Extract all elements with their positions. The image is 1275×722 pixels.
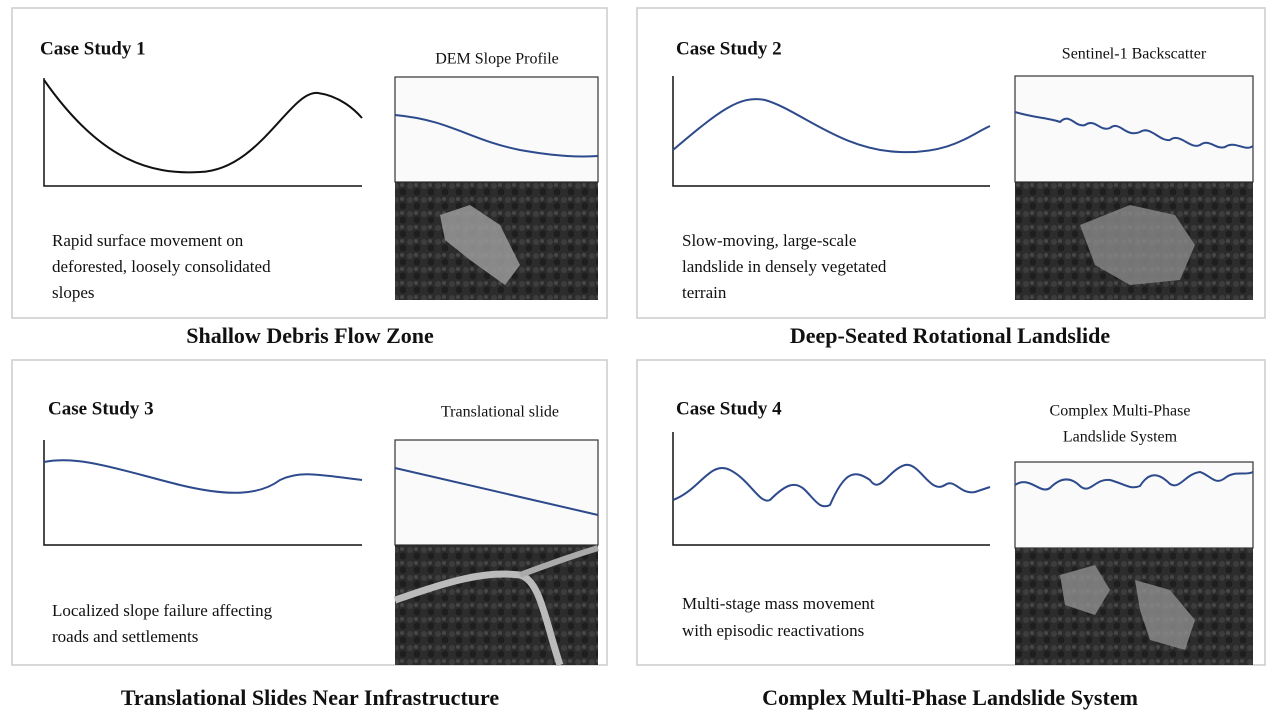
panel-title: Case Study 1 [40,38,146,59]
satellite-image [395,545,598,665]
profile-curve [43,79,363,174]
profile-box [1014,75,1254,183]
axis [672,76,990,187]
caption: Shallow Debris Flow Zone [186,323,434,348]
axis [43,440,362,546]
description: Rapid surface movement on [52,231,244,250]
description: with episodic reactivations [682,621,864,640]
profile-curve [1014,470,1254,491]
image-title: Complex Multi-Phase [1050,403,1191,420]
profile-curve [1014,111,1254,149]
image-title: Landslide System [1063,429,1178,446]
satellite-image [1015,548,1253,665]
landslide-scar [440,205,520,285]
description: Localized slope failure affecting [52,601,273,620]
description: roads and settlements [52,627,198,646]
description: landslide in densely vegetated [682,257,887,276]
caption: Complex Multi-Phase Landslide System [762,685,1138,710]
landslide-scar [1080,205,1195,285]
profile-box [394,76,599,183]
landslide-scar [1135,580,1195,650]
panel-title: Case Study 2 [676,38,782,59]
description: deforested, loosely consolidated [52,257,271,276]
axis [672,432,990,546]
profile-curve [672,463,991,508]
axis [43,78,362,187]
caption: Translational Slides Near Infrastructure [121,685,500,710]
image-title: Sentinel-1 Backscatter [1062,46,1207,63]
caption: Deep-Seated Rotational Landslide [790,323,1110,348]
profile-curve [394,114,599,158]
landslide-scar [1060,565,1110,615]
panel-title: Case Study 4 [676,398,782,419]
image-title: Translational slide [441,404,559,421]
profile-curve [43,459,363,494]
description: terrain [682,283,727,302]
description: Slow-moving, large-scale [682,231,856,250]
profile-box [1014,461,1254,549]
road [518,545,599,578]
road [393,570,564,667]
panel-title: Case Study 3 [48,398,154,419]
image-title: DEM Slope Profile [435,51,559,68]
description: slopes [52,283,95,302]
profile-curve [672,98,991,154]
description: Multi-stage mass movement [682,594,875,613]
profile-curve [394,467,599,516]
